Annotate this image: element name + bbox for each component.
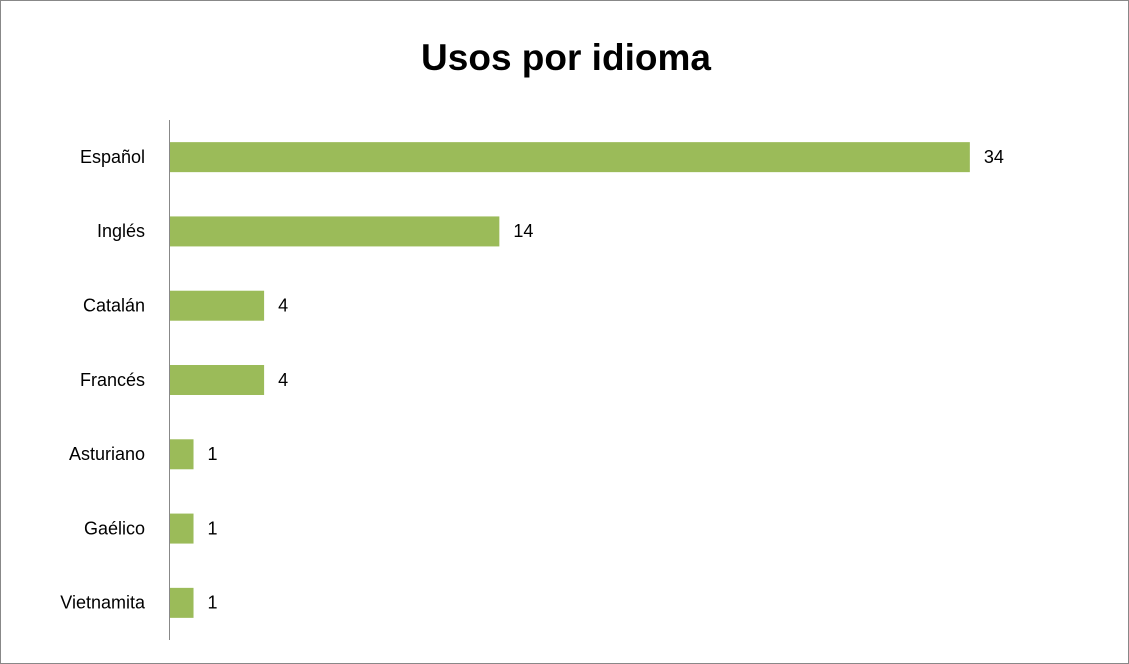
y-tick-label: Gaélico xyxy=(84,518,145,538)
bar xyxy=(170,587,194,618)
bar xyxy=(170,290,265,321)
chart-title: Usos por idioma xyxy=(421,37,711,78)
bar xyxy=(170,365,265,395)
bar xyxy=(170,142,970,173)
y-tick-label: Asturiano xyxy=(69,444,145,464)
y-tick-label: Español xyxy=(80,147,145,167)
data-label: 14 xyxy=(513,221,533,241)
y-tick-label: Francés xyxy=(80,370,145,390)
y-tick-label: Inglés xyxy=(97,221,145,241)
y-tick-label: Vietnamita xyxy=(60,593,146,613)
bar xyxy=(170,216,500,247)
bar xyxy=(170,439,194,470)
y-tick-label: Catalán xyxy=(83,295,145,315)
data-label: 34 xyxy=(984,147,1004,167)
data-label: 1 xyxy=(208,518,218,538)
data-label: 1 xyxy=(208,593,218,613)
data-label: 4 xyxy=(278,295,288,315)
data-label: 4 xyxy=(278,370,288,390)
bar xyxy=(170,513,194,544)
data-label: 1 xyxy=(208,444,218,464)
